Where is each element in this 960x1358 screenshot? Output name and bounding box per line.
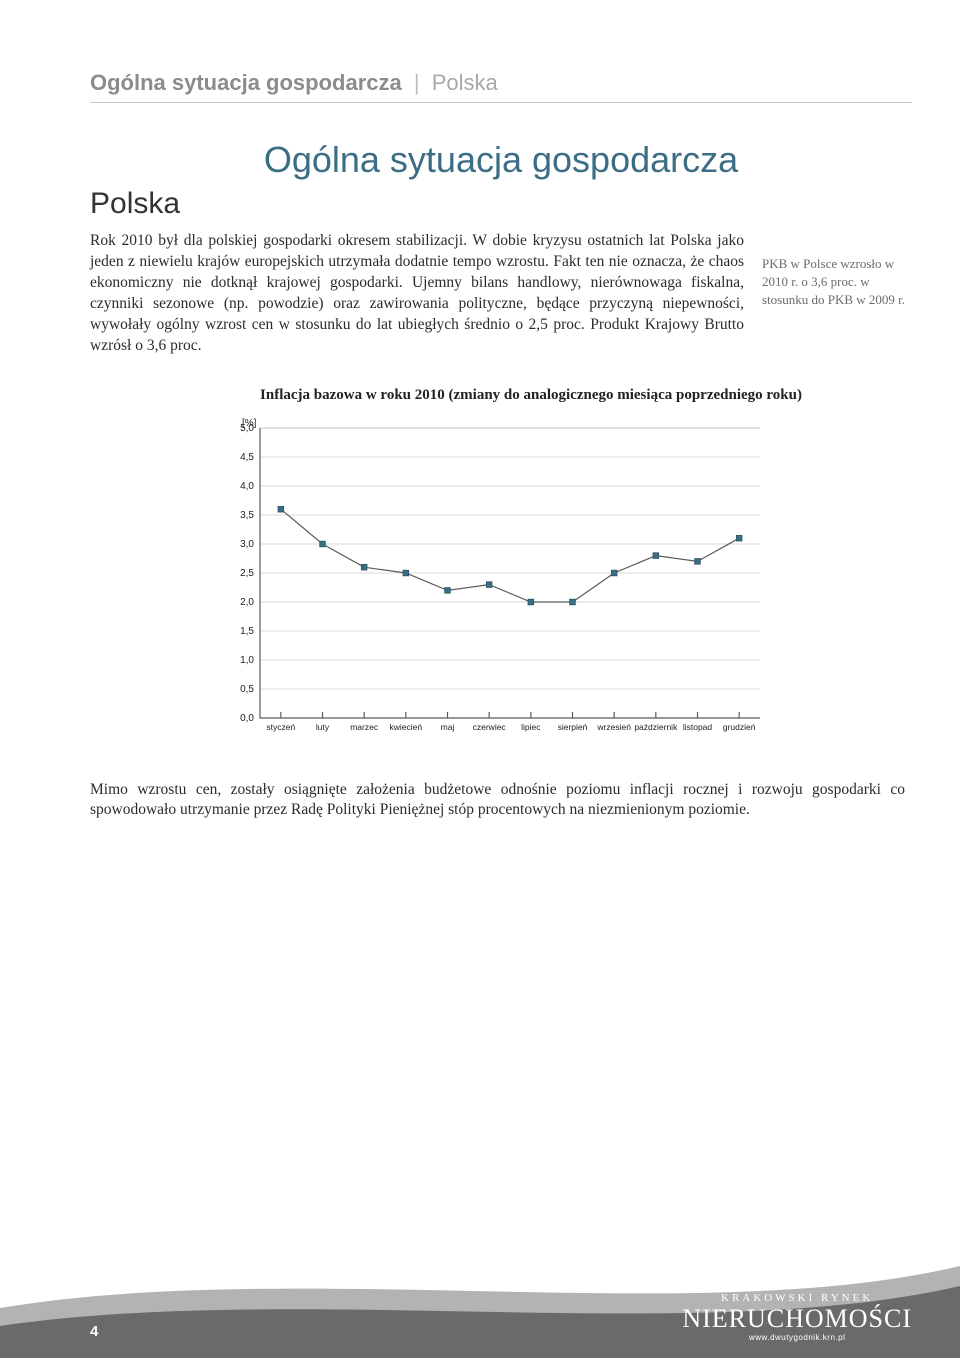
chart-marker — [486, 581, 492, 587]
chart-title: Inflacja bazowa w roku 2010 (zmiany do a… — [150, 387, 912, 404]
chart-x-tick: kwiecień — [390, 722, 423, 732]
footer-brand: KRAKOWSKI RYNEK NIERUCHOMOŚCI www.dwutyg… — [682, 1293, 912, 1342]
side-note: PKB w Polsce wzrosło w 2010 r. o 3,6 pro… — [762, 231, 912, 310]
chart-marker — [736, 535, 742, 541]
breadcrumb-separator: | — [414, 70, 420, 95]
chart-y-tick: 4,5 — [240, 452, 254, 463]
page-footer: 4 KRAKOWSKI RYNEK NIERUCHOMOŚCI www.dwut… — [0, 1248, 960, 1358]
chart-marker — [695, 558, 701, 564]
chart-x-tick: wrzesień — [596, 722, 631, 732]
chart-y-tick: 0,5 — [240, 684, 254, 695]
chart-marker — [445, 587, 451, 593]
brand-url: www.dwutygodnik.krn.pl — [682, 1334, 912, 1342]
paragraph-intro: Rok 2010 był dla polskiej gospodarki okr… — [90, 231, 744, 357]
chart-y-tick: 4,0 — [240, 481, 254, 492]
chart-x-tick: marzec — [350, 722, 379, 732]
chart-x-tick: listopad — [683, 722, 713, 732]
main-title: Ogólna sytuacja gospodarcza — [90, 139, 912, 181]
inflation-chart-block: Inflacja bazowa w roku 2010 (zmiany do a… — [90, 387, 912, 740]
chart-x-tick: czerwiec — [473, 722, 507, 732]
chart-x-tick: styczeń — [266, 722, 295, 732]
chart-y-tick: 1,0 — [240, 655, 254, 666]
chart-marker — [278, 506, 284, 512]
chart-marker — [403, 570, 409, 576]
breadcrumb-bold: Ogólna sytuacja gospodarcza — [90, 70, 402, 95]
section-title: Polska — [90, 187, 912, 221]
chart-marker — [653, 552, 659, 558]
chart-x-tick: luty — [316, 722, 330, 732]
inflation-line-chart: [%]0,00,51,01,52,02,53,03,54,04,55,0styc… — [220, 412, 770, 740]
page-number: 4 — [90, 1323, 98, 1340]
chart-y-tick: 1,5 — [240, 626, 254, 637]
chart-x-tick: sierpień — [558, 722, 588, 732]
breadcrumb-light: Polska — [432, 70, 498, 95]
chart-y-tick: 5,0 — [240, 423, 254, 434]
chart-marker — [611, 570, 617, 576]
chart-y-tick: 0,0 — [240, 713, 254, 724]
chart-x-tick: lipiec — [521, 722, 541, 732]
brand-line-1: KRAKOWSKI RYNEK — [682, 1293, 912, 1304]
chart-marker — [528, 599, 534, 605]
chart-x-tick: maj — [441, 722, 455, 732]
chart-y-tick: 3,5 — [240, 510, 254, 521]
paragraph-conclusion: Mimo wzrostu cen, zostały osiągnięte zał… — [90, 780, 905, 822]
chart-marker — [320, 541, 326, 547]
breadcrumb: Ogólna sytuacja gospodarcza | Polska — [90, 70, 912, 96]
divider — [90, 102, 912, 103]
chart-y-tick: 2,0 — [240, 597, 254, 608]
chart-y-tick: 2,5 — [240, 568, 254, 579]
brand-line-2: NIERUCHOMOŚCI — [682, 1306, 912, 1332]
chart-marker — [361, 564, 367, 570]
chart-x-tick: grudzień — [723, 722, 756, 732]
chart-marker — [570, 599, 576, 605]
chart-y-tick: 3,0 — [240, 539, 254, 550]
chart-x-tick: październik — [634, 722, 678, 732]
